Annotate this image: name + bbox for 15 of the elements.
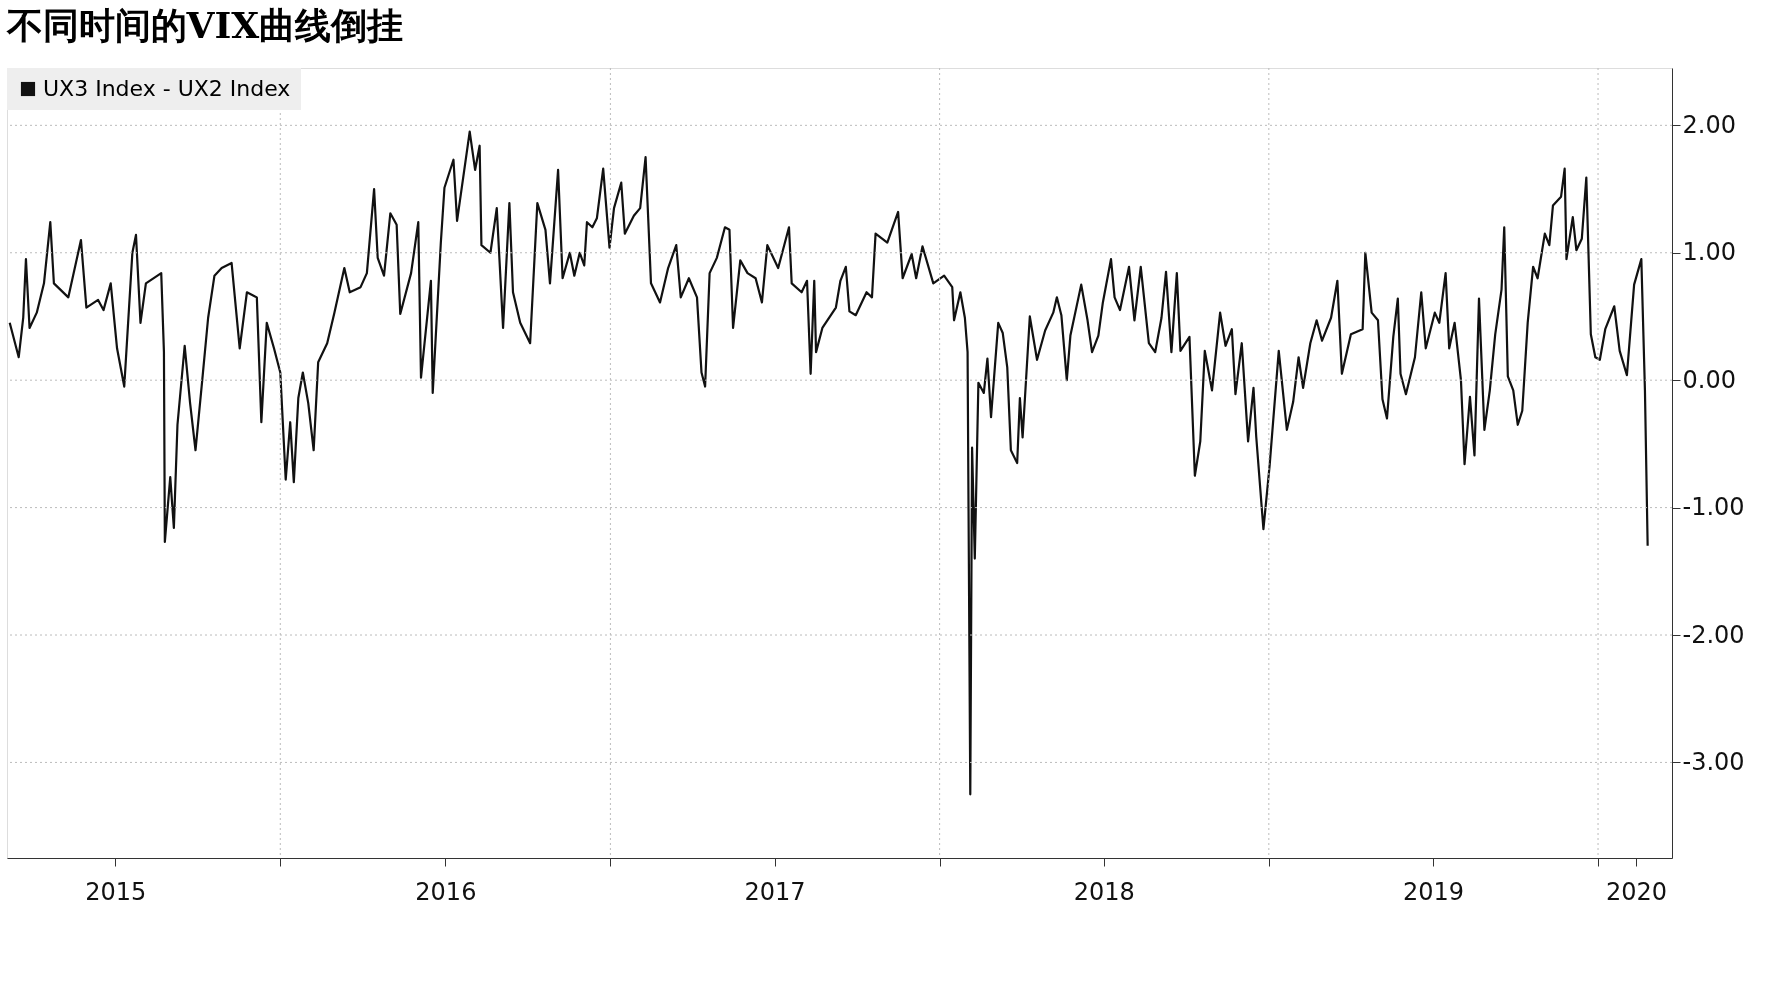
x-tick-label: 2018: [1073, 877, 1135, 906]
x-tick-label: 2017: [744, 877, 806, 906]
x-tick-label: 2016: [415, 877, 477, 906]
y-tick-label: -1.00: [1682, 493, 1745, 522]
line-series: [8, 130, 1649, 796]
y-tick-label: -2.00: [1682, 620, 1745, 649]
x-tick-label: 2020: [1605, 877, 1667, 906]
y-tick-label: -3.00: [1682, 747, 1745, 776]
y-tick-label: 0.00: [1682, 365, 1736, 394]
chart-title: 不同时间的VIX曲线倒挂: [5, 3, 404, 46]
y-tick-label: 2.00: [1682, 110, 1736, 139]
x-tick-label: 2019: [1402, 877, 1465, 906]
x-tick-label: 2015: [85, 877, 147, 906]
y-tick-label: 1.00: [1682, 238, 1736, 267]
legend-label: UX3 Index - UX2 Index: [43, 76, 291, 101]
